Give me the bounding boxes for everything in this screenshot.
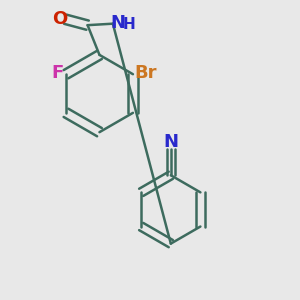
Text: N: N	[110, 14, 125, 32]
Text: F: F	[52, 64, 64, 82]
Text: N: N	[163, 133, 178, 151]
Text: Br: Br	[134, 64, 157, 82]
Text: O: O	[52, 10, 68, 28]
Text: H: H	[123, 17, 136, 32]
